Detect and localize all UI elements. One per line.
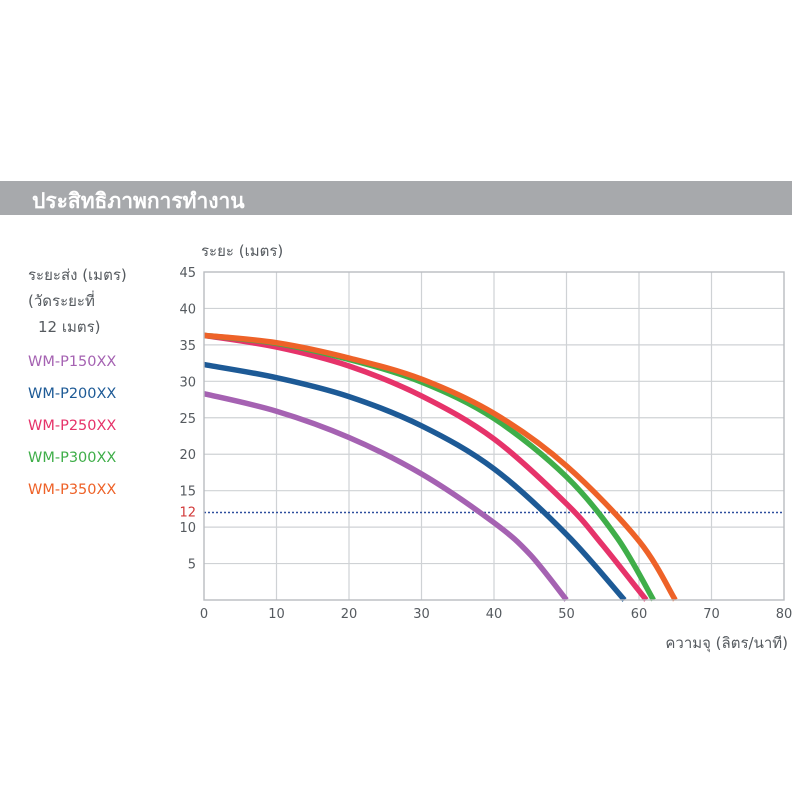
- series-line-wm-p200xx: [203, 361, 627, 602]
- legend-items: WM-P150XX WM-P200XX WM-P250XX WM-P300XX WM-P…: [28, 346, 188, 506]
- legend: ระยะส่ง (เมตร) (วัดระยะที่ 12 เมตร) WM-P…: [28, 262, 188, 506]
- y-tick-label-45: 45: [179, 266, 196, 281]
- x-tick-label-50: 50: [558, 607, 575, 622]
- legend-item-wm-p350xx: WM-P350XX: [28, 482, 117, 498]
- legend-heading-line-2: (วัดระยะที่: [28, 292, 95, 310]
- y-tick-label-15: 15: [179, 485, 196, 500]
- series-line-wm-p250xx: [203, 332, 649, 602]
- x-tick-label-10: 10: [268, 607, 285, 622]
- series-line-wm-p350xx: [203, 332, 678, 602]
- y-tick-label-10: 10: [179, 521, 196, 536]
- title-banner: ประสิทธิภาพการทำงาน: [0, 181, 792, 215]
- x-tick-label-40: 40: [486, 607, 503, 622]
- legend-item-wm-p150xx: WM-P150XX: [28, 354, 117, 370]
- reference-line-label: 12: [179, 506, 196, 521]
- plot-frame: [203, 271, 785, 601]
- y-tick-label-40: 40: [179, 302, 196, 317]
- y-tick-label-20: 20: [179, 448, 196, 463]
- y-tick-label-5: 5: [188, 558, 196, 573]
- x-tick-label-0: 0: [200, 607, 208, 622]
- y-tick-label-25: 25: [179, 412, 196, 427]
- chart-series: [203, 332, 678, 602]
- legend-heading-line-3: 12 เมตร): [38, 318, 101, 336]
- legend-item-wm-p200xx: WM-P200XX: [28, 386, 117, 402]
- legend-heading-line-1: ระยะส่ง (เมตร): [28, 266, 127, 284]
- y-tick-label-30: 30: [179, 375, 196, 390]
- x-tick-label-20: 20: [341, 607, 358, 622]
- legend-item-wm-p300xx: WM-P300XX: [28, 450, 117, 466]
- x-tick-label-60: 60: [631, 607, 648, 622]
- y-axis-label: ระยะ (เมตร): [201, 242, 283, 260]
- x-tick-label-80: 80: [776, 607, 793, 622]
- tick-labels: 0 10 20 30 40 50 60 70 80 5 10 15 20 25 30 35 40 45 12: [179, 266, 792, 622]
- legend-item-wm-p250xx: WM-P250XX: [28, 418, 117, 434]
- series-line-wm-p150xx: [203, 391, 569, 602]
- x-axis-label: ความจุ (ลิตร/นาที): [665, 634, 788, 653]
- x-tick-label-70: 70: [703, 607, 720, 622]
- page-title: ประสิทธิภาพการทำงาน: [32, 189, 245, 213]
- x-tick-label-30: 30: [413, 607, 430, 622]
- y-tick-label-35: 35: [179, 339, 196, 354]
